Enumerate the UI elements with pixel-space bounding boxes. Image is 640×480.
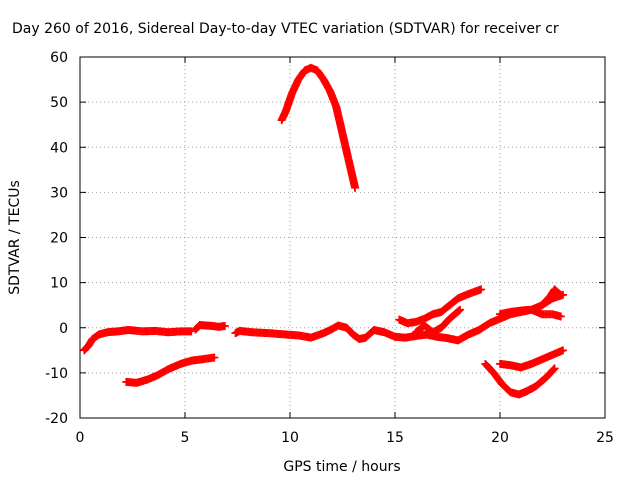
data-point xyxy=(556,312,565,321)
series-0 xyxy=(80,326,196,355)
x-tick-label: 25 xyxy=(596,430,614,446)
y-tick-label: 40 xyxy=(50,140,68,156)
data-point xyxy=(456,305,465,314)
y-tick-label: -20 xyxy=(45,411,68,427)
data-point xyxy=(351,183,360,192)
data-point xyxy=(220,321,229,330)
y-tick-label: 0 xyxy=(59,321,68,337)
y-tick-label: 30 xyxy=(50,185,68,201)
x-tick-label: 10 xyxy=(281,430,299,446)
chart-title: Day 260 of 2016, Sidereal Day-to-day VTE… xyxy=(12,21,559,37)
y-axis-label: SDTVAR / TECUs xyxy=(7,180,23,295)
data-point xyxy=(559,346,567,355)
data-point xyxy=(187,327,196,336)
series-1 xyxy=(191,321,229,334)
series-4 xyxy=(122,353,219,387)
data-point xyxy=(555,290,564,299)
x-tick-label: 0 xyxy=(76,430,85,446)
y-tick-label: 10 xyxy=(50,276,68,292)
x-axis-label: GPS time / hours xyxy=(283,459,400,475)
y-tick-label: 20 xyxy=(50,231,68,247)
series-8 xyxy=(496,346,567,372)
y-tick-label: 60 xyxy=(50,50,68,66)
series-5 xyxy=(395,285,486,328)
y-tick-label: 50 xyxy=(50,95,68,111)
axis-ticks: 0 5 10 15 20 25 -20 -10 0 10 20 30 40 50 60 xyxy=(45,50,614,446)
plot-frame xyxy=(79,56,606,419)
data-point xyxy=(550,364,559,373)
grid-lines xyxy=(80,57,605,418)
x-tick-label: 5 xyxy=(181,430,190,446)
x-tick-label: 15 xyxy=(386,430,404,446)
series-6 xyxy=(412,305,465,337)
data-point xyxy=(477,285,486,294)
series-7 xyxy=(481,359,559,399)
data-point xyxy=(556,291,565,300)
data-points xyxy=(80,63,567,399)
series-3 xyxy=(277,63,360,192)
series-10 xyxy=(538,285,565,310)
data-point xyxy=(210,353,219,362)
y-tick-label: -10 xyxy=(45,366,68,382)
series-9 xyxy=(496,290,567,319)
data-point xyxy=(549,365,558,374)
data-point xyxy=(455,306,464,315)
x-tick-label: 20 xyxy=(491,430,509,446)
